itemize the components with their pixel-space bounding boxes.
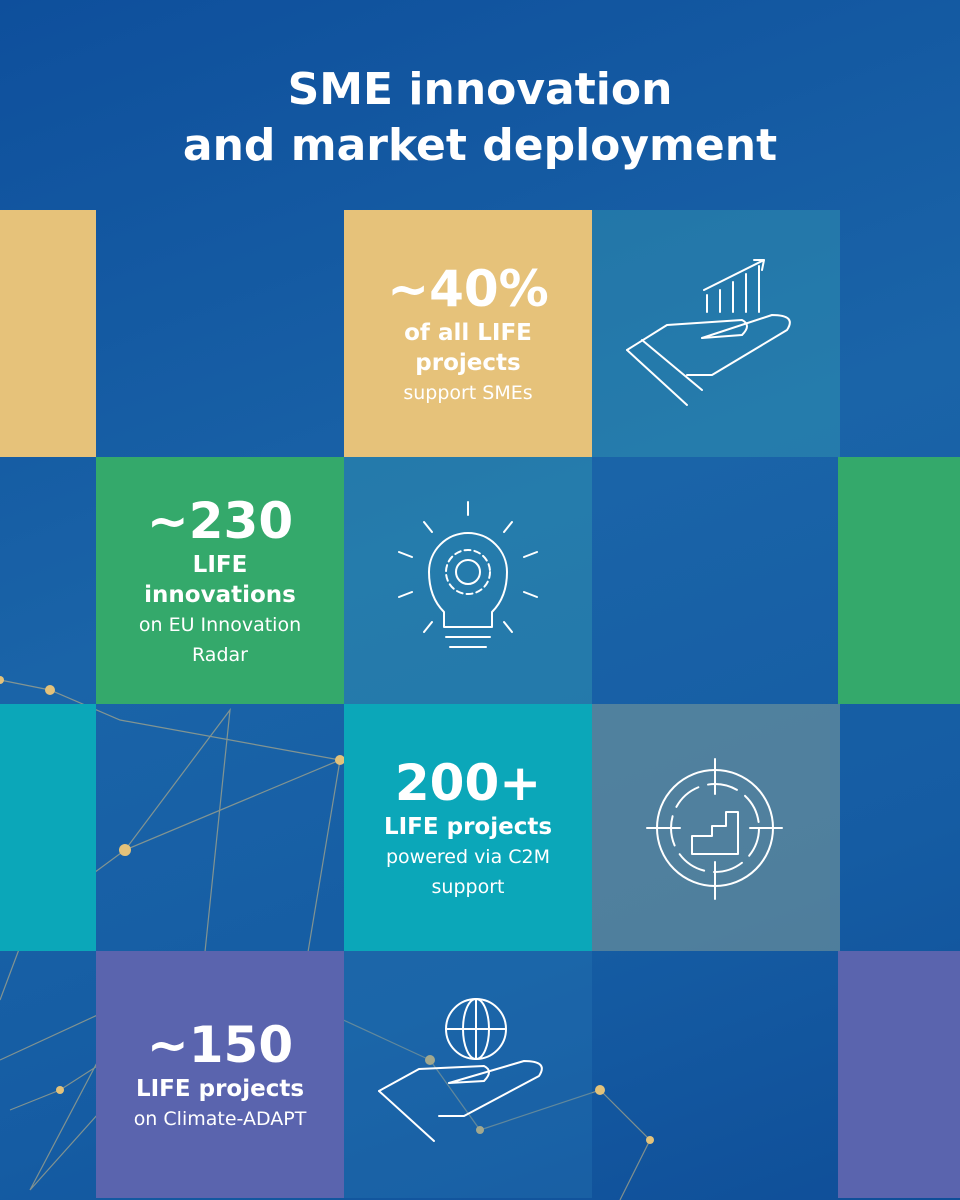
stat-detail: support SMEs: [403, 381, 533, 404]
stat-detail: on Climate-ADAPT: [133, 1107, 307, 1130]
lightbulb-icon: [398, 501, 538, 648]
tile: [0, 210, 96, 457]
icon-tile: [592, 704, 840, 951]
stat-tile: ~150 LIFE projects on Climate-ADAPT: [96, 951, 344, 1198]
title-line: and market deployment: [182, 120, 778, 171]
stat-detail: on EU Innovation Radar: [138, 613, 302, 666]
stat-tile: 200+ LIFE projects powered via C2M suppo…: [344, 704, 592, 951]
stat-value: ~40%: [387, 259, 549, 318]
hand-growth-icon: [626, 259, 791, 406]
stat-label: LIFE projects: [135, 1075, 305, 1102]
stat-tile: ~230 LIFE innovations on EU Innovation R…: [96, 457, 344, 704]
stat-label: of all LIFE projects: [404, 319, 532, 376]
stat-value: ~150: [146, 1015, 294, 1074]
stat-tile: ~40% of all LIFE projects support SMEs: [344, 210, 592, 457]
tile: [0, 704, 96, 951]
stat-value: 200+: [394, 753, 542, 812]
hand-globe-icon: [378, 998, 543, 1142]
stat-value: ~230: [146, 491, 294, 550]
icon-tile: [592, 210, 840, 457]
icon-tile: [344, 457, 592, 704]
icon-tile: [344, 951, 592, 1198]
title: SME innovation and market deployment: [0, 62, 960, 174]
stat-label: LIFE projects: [383, 813, 553, 840]
title-line: SME innovation: [287, 64, 673, 115]
stat-label: LIFE innovations: [144, 551, 296, 608]
stat-detail: powered via C2M support: [385, 845, 551, 898]
tile: [838, 457, 960, 704]
target-chart-icon: [646, 758, 783, 900]
tile: [838, 951, 960, 1198]
